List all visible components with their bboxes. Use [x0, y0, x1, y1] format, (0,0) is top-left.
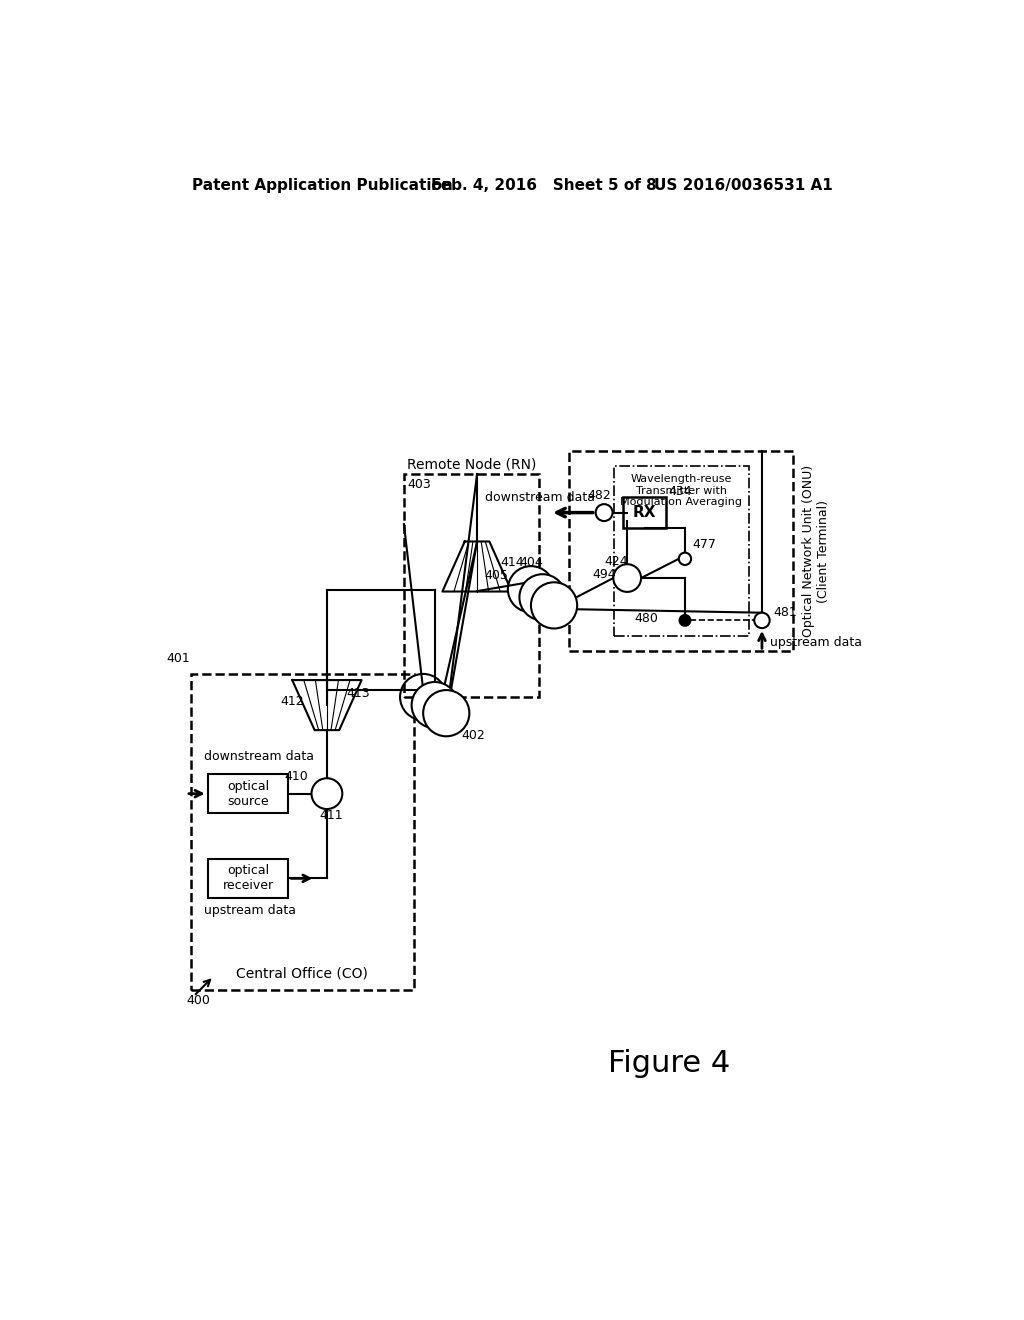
Text: 404: 404 [519, 556, 543, 569]
Circle shape [596, 504, 612, 521]
Text: Central Office (CO): Central Office (CO) [237, 966, 369, 981]
Text: optical
receiver: optical receiver [222, 865, 273, 892]
Circle shape [412, 682, 458, 729]
Text: upstream data: upstream data [204, 904, 296, 917]
Bar [403, 474, 539, 697]
Circle shape [423, 690, 469, 737]
Circle shape [680, 615, 690, 626]
Text: Feb. 4, 2016   Sheet 5 of 8: Feb. 4, 2016 Sheet 5 of 8 [431, 178, 656, 193]
Text: 424: 424 [604, 554, 628, 568]
Text: 434: 434 [669, 484, 692, 498]
Text: 405: 405 [484, 569, 508, 582]
Text: 410: 410 [285, 770, 308, 783]
Text: 401: 401 [167, 652, 190, 665]
Bar [208, 859, 289, 898]
Bar [614, 466, 749, 636]
Circle shape [613, 564, 641, 591]
Bar [569, 451, 793, 651]
Text: 411: 411 [318, 809, 343, 822]
Text: Remote Node (RN): Remote Node (RN) [407, 457, 536, 471]
Text: 494: 494 [593, 568, 616, 581]
Text: Figure 4: Figure 4 [608, 1048, 730, 1077]
Text: 481: 481 [773, 606, 798, 619]
Text: upstream data: upstream data [770, 636, 861, 649]
Text: 477: 477 [692, 539, 717, 552]
Circle shape [679, 553, 691, 565]
Text: US 2016/0036531 A1: US 2016/0036531 A1 [654, 178, 833, 193]
Bar [624, 498, 666, 528]
Circle shape [400, 675, 446, 721]
Text: downstream data: downstream data [204, 750, 313, 763]
Text: 403: 403 [408, 478, 431, 491]
Text: 400: 400 [186, 994, 210, 1007]
Text: 480: 480 [634, 611, 658, 624]
Text: RX: RX [633, 506, 656, 520]
Circle shape [755, 612, 770, 628]
Text: 413: 413 [346, 686, 370, 700]
Text: optical
source: optical source [227, 780, 269, 808]
Bar [208, 775, 289, 813]
Text: Wavelength-reuse
Transmitter with
Modulation Averaging: Wavelength-reuse Transmitter with Modula… [621, 474, 742, 507]
Circle shape [519, 574, 565, 620]
Text: Optical Network Unit (ONU)
(Client Terminal): Optical Network Unit (ONU) (Client Termi… [802, 465, 829, 638]
Text: downstream data: downstream data [485, 491, 595, 504]
Text: 412: 412 [281, 694, 304, 708]
Bar [190, 675, 414, 990]
Text: 482: 482 [587, 490, 611, 502]
Circle shape [311, 779, 342, 809]
Text: Patent Application Publication: Patent Application Publication [193, 178, 453, 193]
Text: 402: 402 [462, 730, 485, 742]
Circle shape [531, 582, 578, 628]
Circle shape [508, 566, 554, 612]
Text: 414: 414 [500, 556, 524, 569]
